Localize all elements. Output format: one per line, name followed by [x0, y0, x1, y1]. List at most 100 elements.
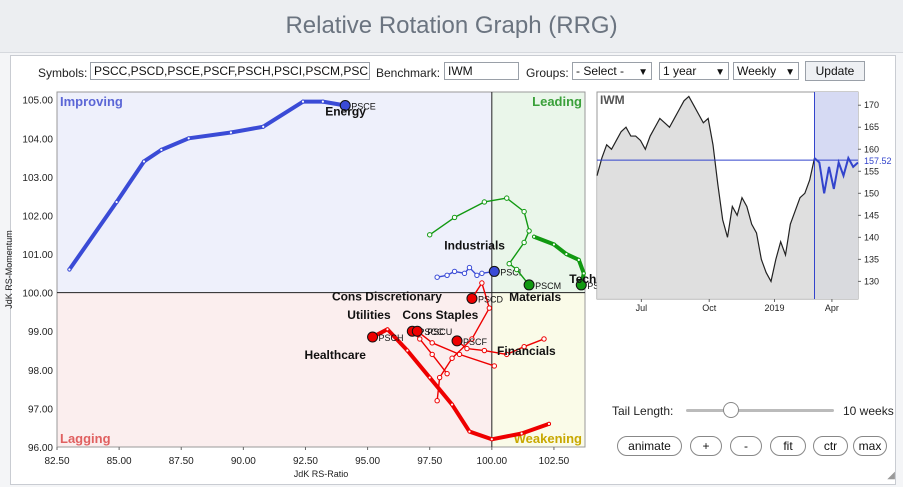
groups-label: Groups: [526, 66, 569, 80]
lagging-quadrant [57, 292, 492, 447]
chevron-down-icon: ▼ [785, 67, 795, 78]
x-tick-label: 100.00 [477, 456, 508, 467]
sector-label: Cons Staples [402, 308, 478, 322]
groups-select[interactable]: - Select - ▼ [572, 62, 652, 80]
tail-point [479, 280, 485, 286]
tail-point [444, 370, 450, 377]
tail-point [451, 214, 458, 221]
tail-point [521, 343, 527, 350]
iwm-x-tick-label: Oct [702, 303, 717, 313]
sector-label: Materials [509, 290, 561, 304]
tail-length-label: Tail Length: [612, 404, 674, 418]
tail-point [576, 257, 581, 262]
y-tick-label: 100.00 [22, 289, 53, 300]
tail-length-value: 10 weeks [843, 404, 894, 418]
improving-quadrant [57, 92, 492, 293]
iwm-y-tick-label: 145 [864, 210, 879, 220]
tail-point [564, 251, 569, 257]
x-tick-label: 92.50 [293, 456, 318, 467]
x-tick-label: 85.00 [107, 456, 132, 467]
iwm-y-tick-label: 135 [864, 254, 879, 264]
iwm-y-tick-label: 170 [864, 100, 879, 110]
x-tick-label: 90.00 [231, 456, 256, 467]
symbol-label: PSCF [463, 337, 488, 347]
tail-point [444, 272, 450, 278]
period-select[interactable]: 1 year ▼ [659, 62, 729, 80]
max-button[interactable]: max [853, 436, 887, 456]
symbol-label: PSCD [478, 294, 504, 304]
page-title: Relative Rotation Graph (RRG) [285, 12, 618, 39]
series-tail-pscu [416, 330, 496, 367]
tail-point [186, 136, 191, 141]
tail-point [466, 264, 473, 271]
tail-length-slider-thumb[interactable] [723, 402, 740, 418]
iwm-recent-line [813, 155, 859, 194]
tail-point [261, 124, 266, 129]
sector-label: Financials [497, 344, 556, 358]
tail-point [436, 374, 443, 381]
update-button[interactable]: Update [805, 61, 865, 81]
y-tick-label: 102.00 [22, 211, 53, 222]
tail-point [513, 266, 520, 273]
symbols-input[interactable]: PSCC,PSCD,PSCE,PSCF,PSCH,PSCI,PSCM,PSC [90, 62, 370, 80]
symbol-label: PSCM [535, 281, 561, 291]
tail-point [417, 336, 423, 342]
sector-label: Cons Discretionary [332, 289, 442, 303]
y-tick-label: 101.00 [22, 250, 53, 261]
series-head-pscm [523, 279, 535, 291]
plot-frame [56, 91, 586, 448]
groups-select-value: - Select - [576, 64, 625, 78]
resize-handle-icon[interactable]: ◢ [887, 470, 895, 481]
tail-point [449, 355, 455, 361]
title-bar: Relative Rotation Graph (RRG) [0, 0, 903, 53]
sector-label: Energy [325, 105, 366, 119]
tail-point [481, 347, 488, 354]
tail-point [519, 431, 524, 436]
series-head-psch [367, 331, 379, 343]
period-select-value: 1 year [663, 64, 697, 78]
zoom-in-button[interactable]: + [690, 436, 722, 456]
quadrant-label-improving: Improving [60, 94, 123, 109]
tail-length-slider[interactable] [686, 409, 834, 412]
zoom-out-button[interactable]: - [730, 436, 762, 456]
series-head-psct [575, 279, 587, 291]
iwm-y-tick-label: 160 [864, 144, 879, 154]
tail-point [67, 267, 72, 272]
chevron-down-icon: ▼ [638, 67, 648, 78]
tail-point [486, 305, 493, 311]
chevron-down-icon: ▼ [715, 67, 725, 78]
weakening-quadrant [491, 292, 585, 447]
sector-label: Utilities [347, 308, 391, 322]
tail-point [456, 351, 463, 358]
benchmark-input[interactable]: IWM [444, 62, 519, 80]
center-button[interactable]: ctr [813, 436, 848, 456]
tail-point [546, 421, 552, 426]
tail-point [469, 336, 475, 342]
tail-point [405, 348, 410, 353]
tail-point [504, 351, 510, 358]
y-axis-label: JdK RS-Momentum [4, 230, 14, 309]
fit-button[interactable]: fit [770, 436, 806, 456]
series-head-psce [339, 100, 351, 112]
series-tail-pscm [429, 197, 530, 286]
symbol-label: PSCI [500, 267, 521, 277]
tail-point [464, 345, 470, 352]
quadrant-label-leading: Leading [532, 94, 582, 109]
quadrant-label-weakening: Weakening [514, 431, 582, 446]
tail-point [521, 208, 527, 215]
tail-point [429, 340, 435, 346]
iwm-last-value: 157.52 [864, 156, 892, 166]
animate-button[interactable]: animate [617, 436, 682, 456]
tail-point [526, 228, 532, 234]
x-tick-label: 102.50 [539, 456, 570, 467]
iwm-y-tick-label: 155 [864, 166, 879, 176]
y-tick-label: 104.00 [22, 134, 53, 145]
tail-point [320, 99, 325, 104]
y-tick-label: 99.00 [28, 327, 53, 338]
iwm-title: IWM [600, 93, 625, 107]
interval-select[interactable]: Weekly ▼ [733, 62, 799, 80]
x-tick-label: 95.00 [355, 456, 380, 467]
series-head-psci [488, 265, 500, 277]
tail-point [429, 351, 435, 358]
symbol-label: PSCH [379, 333, 404, 343]
